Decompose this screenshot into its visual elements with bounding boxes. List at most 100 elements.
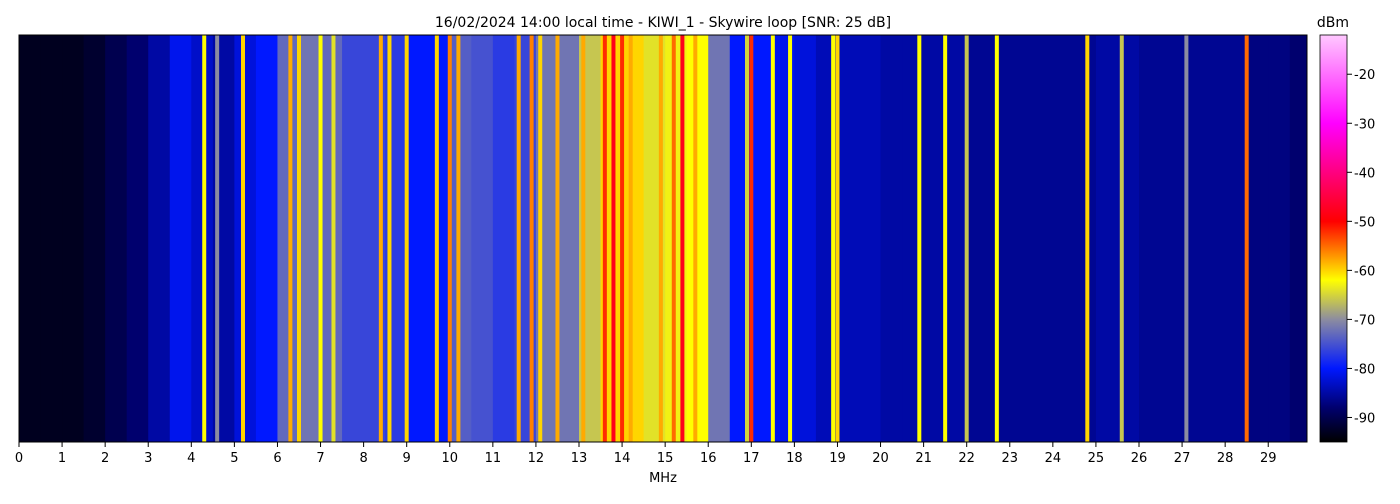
signal-line	[241, 35, 245, 442]
signal-line	[943, 35, 948, 442]
signal-line	[680, 35, 685, 442]
colorbar-label: dBm	[1317, 15, 1349, 31]
signal-line	[831, 35, 836, 442]
chart-title: 16/02/2024 14:00 local time - KIWI_1 - S…	[435, 15, 891, 31]
x-tick-label: 23	[1001, 451, 1018, 466]
signal-line	[1184, 35, 1189, 442]
signal-line	[693, 35, 698, 442]
signal-line	[288, 35, 293, 442]
signal-line	[1119, 35, 1124, 442]
spectrum-column	[794, 35, 817, 442]
spectrum-column	[1225, 35, 1248, 442]
x-tick-label: 28	[1217, 451, 1234, 466]
spectrum-column	[105, 35, 128, 442]
spectrum-column	[686, 35, 709, 442]
x-tick-label: 24	[1045, 451, 1062, 466]
signal-line	[964, 35, 969, 442]
colorbar-tick-label: -20	[1354, 68, 1375, 83]
spectrum-column	[966, 35, 989, 442]
spectrum-column	[945, 35, 968, 442]
signal-line	[297, 35, 301, 442]
signal-line	[628, 35, 633, 442]
x-tick-label: 15	[657, 451, 674, 466]
signal-line	[202, 35, 207, 442]
spectrum-column	[751, 35, 774, 442]
spectrum-column	[557, 35, 580, 442]
x-tick-label: 21	[915, 451, 932, 466]
signal-line	[620, 35, 625, 442]
x-tick-label: 2	[101, 451, 109, 466]
signal-line	[835, 35, 840, 442]
x-tick-label: 14	[614, 451, 631, 466]
x-tick-label: 7	[316, 451, 324, 466]
signal-line	[671, 35, 676, 442]
signal-line	[555, 35, 560, 442]
signal-line	[447, 35, 452, 442]
x-tick-label: 3	[144, 451, 152, 466]
x-tick-label: 29	[1260, 451, 1277, 466]
signal-line	[538, 35, 543, 442]
colorbar-tick-label: -50	[1354, 215, 1375, 230]
spectrum-column	[837, 35, 860, 442]
spectrum-column	[988, 35, 1011, 442]
x-tick-label: 19	[829, 451, 846, 466]
spectrum-column	[255, 35, 278, 442]
x-tick-label: 10	[441, 451, 458, 466]
spectrum-column	[1203, 35, 1226, 442]
spectrum-column	[923, 35, 946, 442]
signal-line	[378, 35, 383, 442]
spectrum-column	[1246, 35, 1269, 442]
x-tick-label: 0	[15, 451, 23, 466]
signal-line	[1085, 35, 1090, 442]
spectrum-column	[342, 35, 365, 442]
x-tick-label: 13	[571, 451, 588, 466]
spectrum-column	[1009, 35, 1032, 442]
signal-line	[994, 35, 999, 442]
spectrum-column	[19, 35, 42, 442]
spectrum-column	[428, 35, 451, 442]
signal-line	[658, 35, 663, 442]
signal-line	[611, 35, 616, 442]
spectrum-column	[880, 35, 903, 442]
colorbar-tick-label: -70	[1354, 313, 1375, 328]
signal-line	[529, 35, 534, 442]
x-tick-label: 22	[958, 451, 975, 466]
spectrum-column	[40, 35, 63, 442]
colorbar-tick-label: -90	[1354, 411, 1375, 426]
spectrum-column	[1095, 35, 1118, 442]
spectrum-column	[471, 35, 494, 442]
x-tick-label: 20	[872, 451, 889, 466]
x-tick-label: 6	[273, 451, 281, 466]
spectrum-column	[406, 35, 429, 442]
colorbar-tick-label: -80	[1354, 362, 1375, 377]
colorbar-tick-label: -30	[1354, 117, 1375, 132]
x-tick-label: 8	[359, 451, 367, 466]
signal-line	[917, 35, 922, 442]
spectrum-column	[1268, 35, 1291, 442]
spectrum-column	[1031, 35, 1054, 442]
signal-line	[516, 35, 521, 442]
signal-line	[387, 35, 392, 442]
spectrum-column	[622, 35, 645, 442]
spectrum-column	[1139, 35, 1162, 442]
spectrum-column	[449, 35, 472, 442]
x-tick-label: 11	[485, 451, 502, 466]
x-tick-label: 17	[743, 451, 760, 466]
signal-line	[404, 35, 409, 442]
signal-line	[434, 35, 439, 442]
signal-line	[581, 35, 586, 442]
x-tick-label: 12	[528, 451, 545, 466]
signal-line	[749, 35, 754, 442]
x-tick-label: 5	[230, 451, 238, 466]
signal-line	[745, 35, 749, 442]
x-axis-label: MHz	[649, 471, 677, 486]
colorbar	[1319, 34, 1348, 443]
spectrum-column	[234, 35, 257, 442]
spectrum-column	[126, 35, 149, 442]
signal-line	[770, 35, 775, 442]
spectrum-column	[1160, 35, 1183, 442]
colorbar-tick-label: -40	[1354, 166, 1375, 181]
spectrum-column	[1289, 35, 1308, 442]
signal-line	[318, 35, 323, 442]
